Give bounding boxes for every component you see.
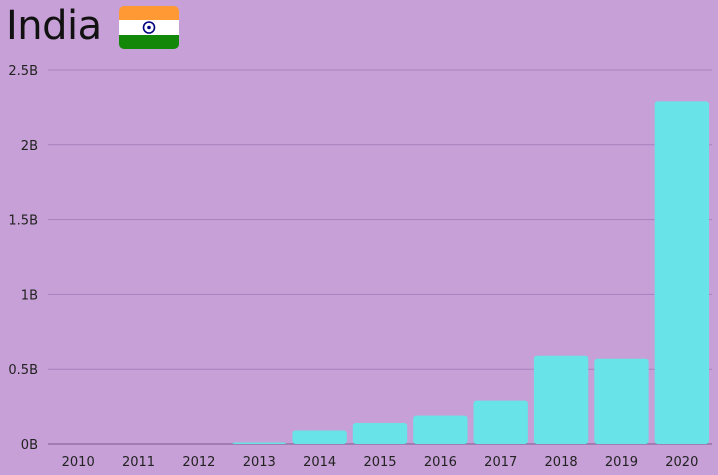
bar-2019 bbox=[594, 358, 649, 444]
bar-2016 bbox=[413, 415, 468, 444]
x-tick-label: 2014 bbox=[303, 455, 336, 470]
x-tick-label: 2013 bbox=[243, 455, 276, 470]
x-tick-label: 2018 bbox=[545, 455, 578, 470]
x-tick-label: 2016 bbox=[424, 455, 457, 470]
bar-2020 bbox=[654, 101, 709, 444]
x-tick-label: 2019 bbox=[605, 455, 638, 470]
x-tick-label: 2015 bbox=[363, 455, 396, 470]
india-flag-icon bbox=[119, 6, 179, 49]
x-tick-label: 2017 bbox=[484, 455, 517, 470]
y-tick-label: 1.5B bbox=[8, 214, 38, 229]
x-tick-label: 2012 bbox=[182, 455, 215, 470]
x-tick-label: 2020 bbox=[665, 455, 698, 470]
y-tick-label: 2B bbox=[21, 139, 38, 154]
x-tick-label: 2010 bbox=[62, 455, 95, 470]
bar-2014 bbox=[292, 430, 347, 444]
bar-2017 bbox=[473, 400, 528, 444]
y-tick-label: 0.5B bbox=[8, 363, 38, 378]
page-title: India bbox=[6, 3, 102, 49]
x-tick-label: 2011 bbox=[122, 455, 155, 470]
bar-2015 bbox=[352, 423, 408, 444]
y-tick-label: 2.5B bbox=[8, 64, 38, 79]
y-tick-label: 0B bbox=[21, 438, 38, 453]
bar-2018 bbox=[533, 355, 589, 444]
bar-2013 bbox=[232, 442, 287, 444]
y-tick-label: 1B bbox=[21, 288, 38, 303]
